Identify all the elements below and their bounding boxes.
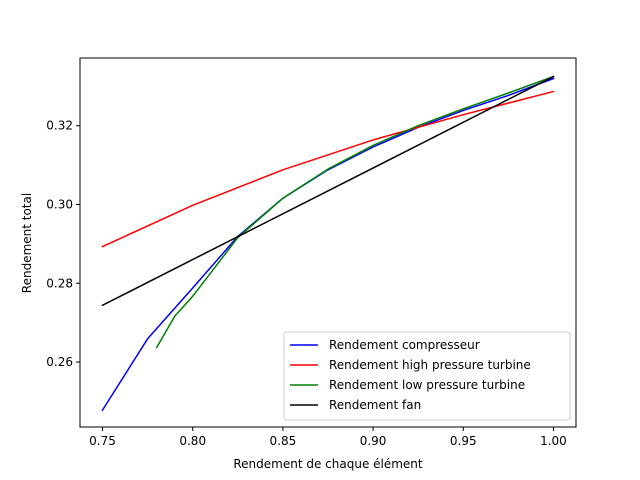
legend-label-3: Rendement fan [329, 398, 421, 412]
series-line-1 [101, 90, 555, 248]
y-tick-label: 0.26 [46, 355, 73, 369]
y-axis: 0.26 0.28 0.30 0.32 [46, 119, 80, 369]
x-tick-label: 0.90 [360, 434, 387, 448]
x-tick-label: 0.75 [89, 434, 116, 448]
legend-label-2: Rendement low pressure turbine [329, 378, 525, 392]
y-axis-label: Rendement total [20, 193, 34, 293]
x-tick-label: 1.00 [540, 434, 567, 448]
legend-label-0: Rendement compresseur [329, 338, 480, 352]
legend-label-1: Rendement high pressure turbine [329, 358, 531, 372]
x-tick-label: 0.95 [450, 434, 477, 448]
series-line-2 [155, 75, 555, 349]
plot-lines [101, 75, 555, 412]
legend: Rendement compresseur Rendement high pres… [283, 331, 571, 421]
y-tick-label: 0.28 [46, 276, 73, 290]
x-axis-label: Rendement de chaque élément [233, 457, 423, 471]
y-tick-label: 0.32 [46, 119, 73, 133]
series-line-3 [101, 75, 555, 307]
plot-frame [79, 57, 577, 428]
x-tick-label: 0.85 [270, 434, 297, 448]
y-tick-label: 0.30 [46, 197, 73, 211]
x-tick-label: 0.80 [179, 434, 206, 448]
legend-frame [283, 331, 571, 421]
x-axis: 0.75 0.80 0.85 0.90 0.95 1.00 [89, 427, 567, 448]
